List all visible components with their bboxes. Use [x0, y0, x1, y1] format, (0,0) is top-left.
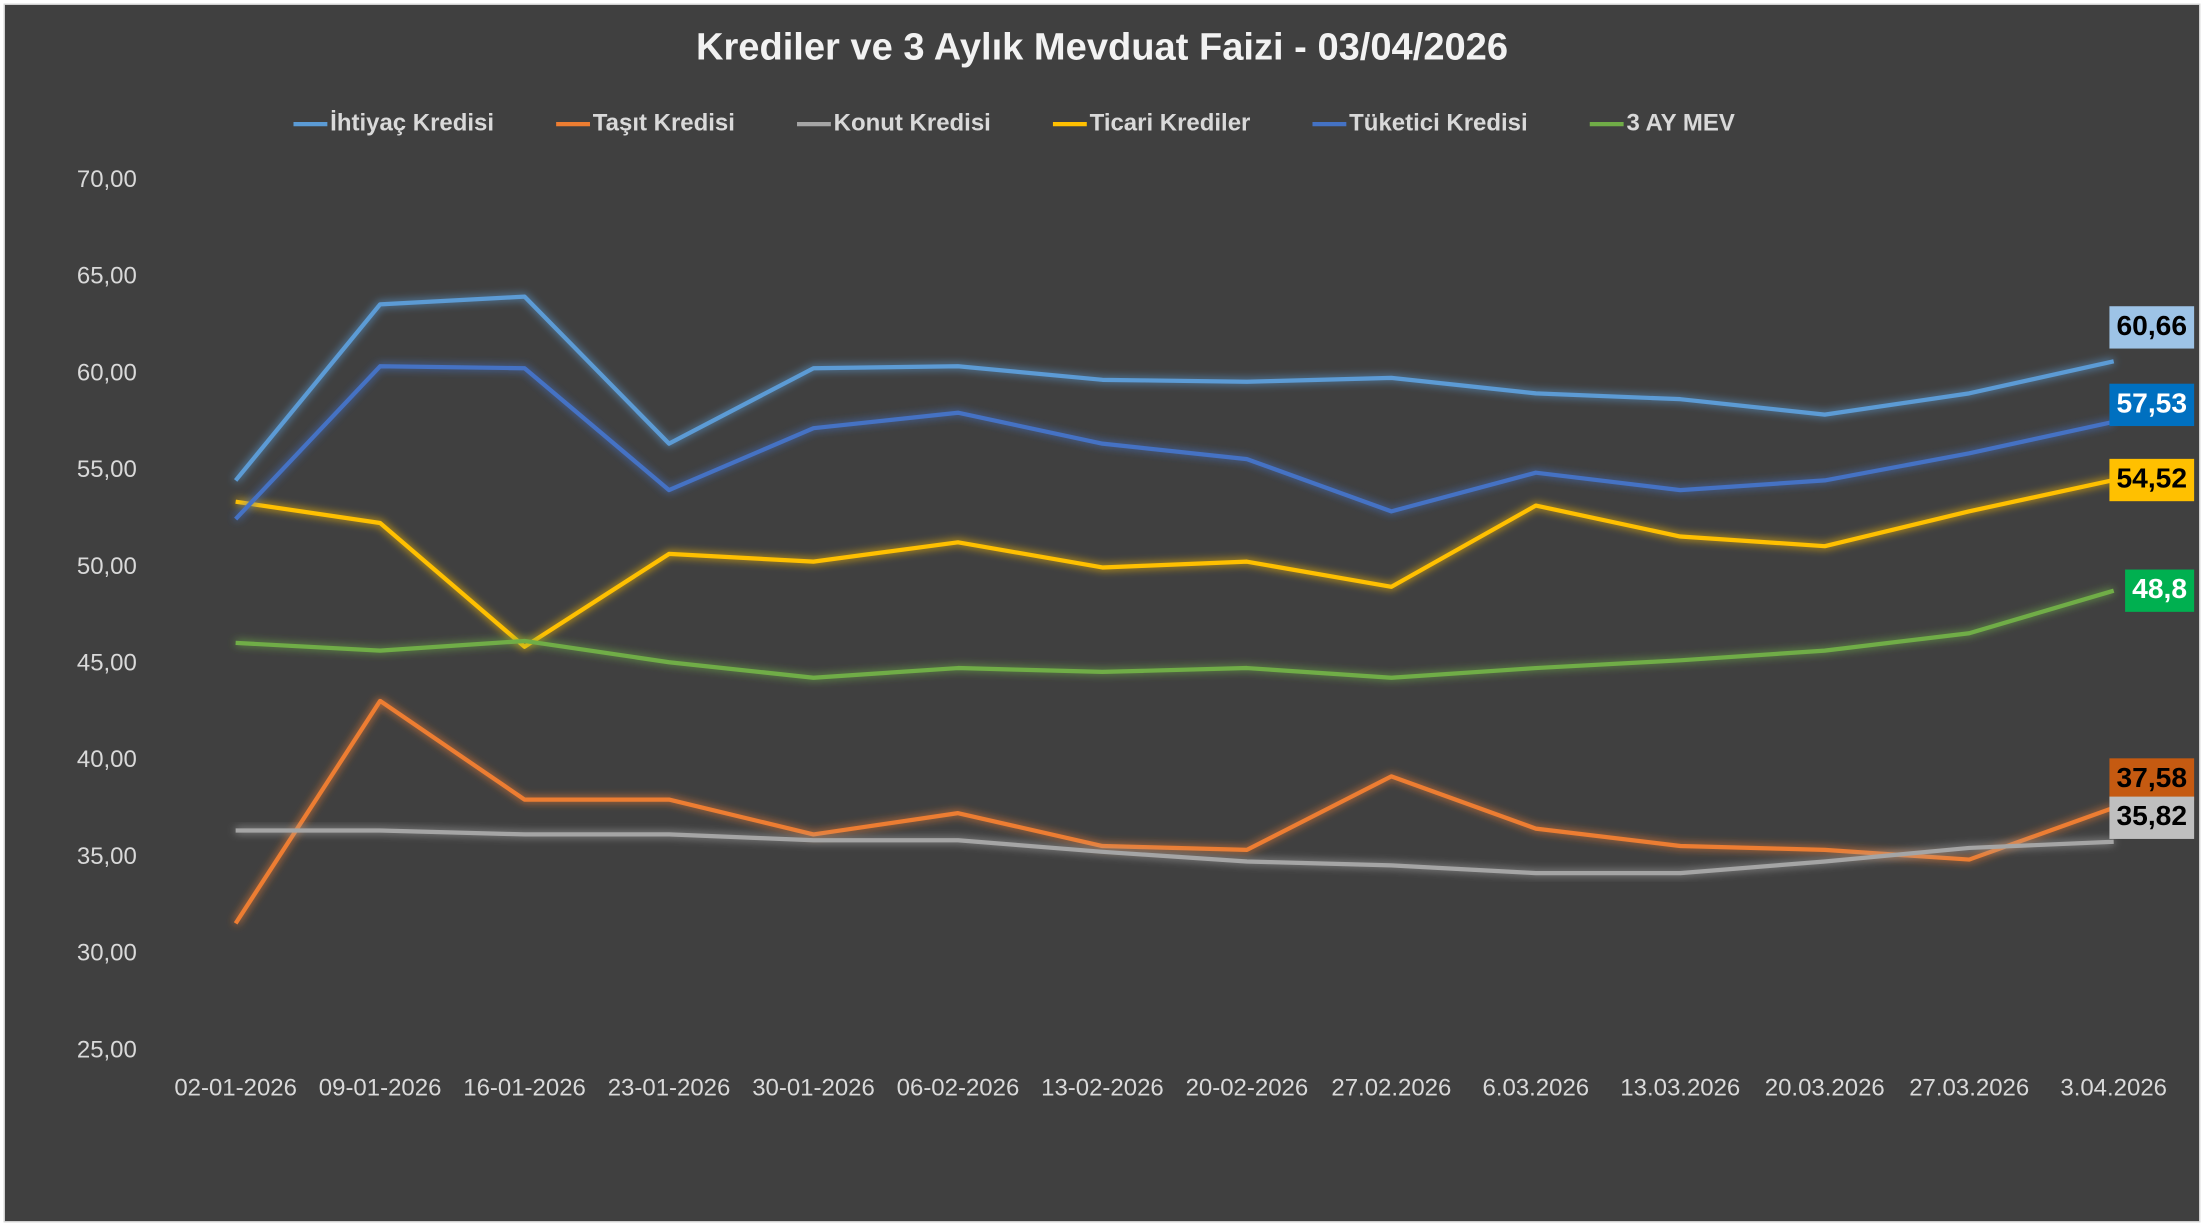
x-tick-label: 09-01-2026 [319, 1074, 442, 1101]
series-line [235, 477, 2115, 649]
x-tick-label: 02-01-2026 [174, 1074, 297, 1101]
value-label-text: 60,66 [2116, 309, 2187, 341]
series-line [235, 828, 2114, 876]
value-label: 57,53 [2109, 383, 2195, 427]
value-label-text: 54,52 [2116, 461, 2187, 493]
y-tick-label: 65,00 [77, 263, 137, 290]
x-tick-label: 23-01-2026 [608, 1074, 731, 1101]
value-label-box [2125, 569, 2195, 612]
y-tick-label: 70,00 [77, 166, 137, 193]
legend-label: İhtiyaç Kredisi [330, 109, 494, 136]
y-tick-label: 60,00 [77, 359, 137, 386]
x-tick-label: 13.03.2026 [1620, 1074, 1740, 1101]
x-tick-label: 20-02-2026 [1186, 1074, 1309, 1101]
x-tick-label: 06-02-2026 [897, 1074, 1020, 1101]
y-tick-label: 35,00 [77, 843, 137, 870]
value-label-text: 37,58 [2116, 761, 2187, 793]
x-tick-label: 13-02-2026 [1041, 1074, 1164, 1101]
series-line [235, 588, 2115, 680]
legend-label: Tüketici Kredisi [1349, 109, 1528, 136]
value-label-text: 57,53 [2116, 386, 2187, 418]
series-line [233, 698, 2115, 925]
y-tick-label: 55,00 [77, 456, 137, 483]
x-tick-label: 30-01-2026 [752, 1074, 875, 1101]
y-tick-label: 50,00 [77, 553, 137, 580]
y-tick-label: 40,00 [77, 746, 137, 773]
x-tick-label: 20.03.2026 [1765, 1074, 1885, 1101]
value-label: 60,66 [2109, 306, 2195, 349]
x-tick-label: 27.02.2026 [1331, 1074, 1451, 1101]
series-line [234, 364, 2115, 521]
y-tick-label: 25,00 [77, 1036, 137, 1063]
value-label-box [2109, 306, 2195, 349]
value-label-text: 35,82 [2116, 799, 2187, 831]
value-label: 48,8 [2125, 569, 2195, 612]
value-label-box [2109, 458, 2195, 502]
legend-label: Taşıt Kredisi [593, 109, 735, 136]
value-label-box [2109, 758, 2195, 801]
value-label: 35,82 [2109, 796, 2195, 839]
value-label: 54,52 [2109, 458, 2195, 502]
value-label-box [2109, 383, 2195, 427]
y-tick-label: 45,00 [77, 650, 137, 677]
x-tick-label: 16-01-2026 [463, 1074, 586, 1101]
value-label-box [2109, 796, 2195, 839]
legend-label: Ticari Krediler [1090, 109, 1251, 136]
series-line [234, 294, 2115, 482]
chart-title: Krediler ve 3 Aylık Mevduat Faizi - 03/0… [696, 26, 1508, 68]
y-tick-label: 30,00 [77, 940, 137, 967]
x-tick-label: 27.03.2026 [1909, 1074, 2029, 1101]
x-tick-label: 6.03.2026 [1483, 1074, 1590, 1101]
value-label-text: 48,8 [2132, 572, 2187, 604]
legend-label: 3 AY MEV [1626, 109, 1734, 136]
legend-label: Konut Kredisi [834, 109, 991, 136]
value-label: 37,58 [2109, 758, 2195, 801]
chart-background [3, 3, 2201, 1223]
x-tick-label: 3.04.2026 [2060, 1074, 2167, 1101]
